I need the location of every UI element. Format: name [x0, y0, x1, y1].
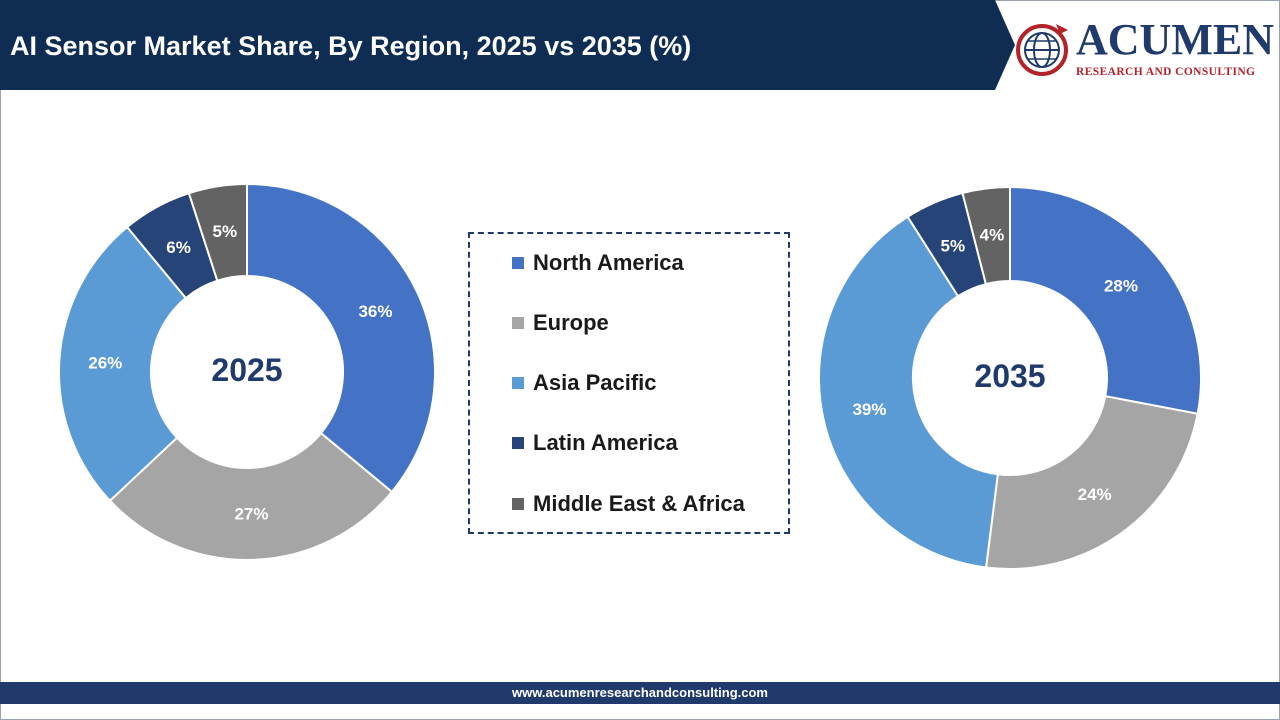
center-label: 2035 [974, 358, 1045, 394]
data-label: 39% [852, 400, 886, 419]
legend-item-middle-east-africa: Middle East & Africa [512, 490, 745, 518]
slice-asia-pacific [818, 215, 999, 569]
legend-label: Middle East & Africa [533, 491, 745, 516]
header-band [0, 0, 1015, 90]
slice-europe [984, 395, 1199, 570]
data-label: 4% [980, 226, 1005, 245]
slice-middle-east-africa [961, 185, 1011, 286]
legend-item-europe: Europe [512, 309, 609, 337]
slice-north-america [1009, 185, 1202, 415]
data-label: 27% [234, 504, 268, 523]
slice-middle-east-africa [187, 182, 248, 282]
data-label: 6% [166, 238, 191, 257]
page-title: AI Sensor Market Share, By Region, 2025 … [10, 31, 692, 61]
legend-swatch [512, 317, 524, 329]
legend-label: North America [533, 250, 684, 275]
data-label: 5% [212, 222, 237, 241]
slice-asia-pacific [58, 225, 188, 503]
globe-icon [1016, 24, 1068, 76]
footer-url[interactable]: www.acumenresearchandconsulting.com [512, 685, 768, 700]
data-label: 24% [1078, 485, 1112, 504]
footer-bar: www.acumenresearchandconsulting.com [0, 682, 1280, 704]
acumen-logo: ACUMEN RESEARCH AND CONSULTING [1014, 16, 1274, 84]
data-label: 28% [1104, 277, 1138, 296]
data-label: 26% [88, 354, 122, 373]
logo-subtitle: RESEARCH AND CONSULTING [1076, 66, 1256, 78]
legend-label: Europe [533, 310, 609, 335]
legend-item-asia-pacific: Asia Pacific [512, 369, 657, 397]
slice-north-america [246, 182, 436, 494]
data-label: 5% [941, 236, 966, 255]
logo-wordmark: ACUMEN [1076, 15, 1274, 64]
legend-label: Asia Pacific [533, 370, 657, 395]
legend-label: Latin America [533, 430, 678, 455]
legend-item-north-america: North America [512, 249, 684, 277]
donut-chart-2035: 28% 24% 39% 5% 4% 2035 [818, 185, 1202, 570]
chart-legend: North America Europe Asia Pacific Latin … [468, 232, 790, 534]
center-label: 2025 [211, 352, 282, 388]
legend-swatch [512, 437, 524, 449]
legend-item-latin-america: Latin America [512, 429, 678, 457]
donut-chart-2025: 36% 27% 26% 6% 5% 2025 [58, 182, 436, 561]
slice-europe [108, 431, 394, 561]
legend-swatch [512, 377, 524, 389]
data-label: 36% [358, 302, 392, 321]
legend-swatch [512, 498, 524, 510]
legend-swatch [512, 257, 524, 269]
header-band-shape [0, 0, 1015, 90]
